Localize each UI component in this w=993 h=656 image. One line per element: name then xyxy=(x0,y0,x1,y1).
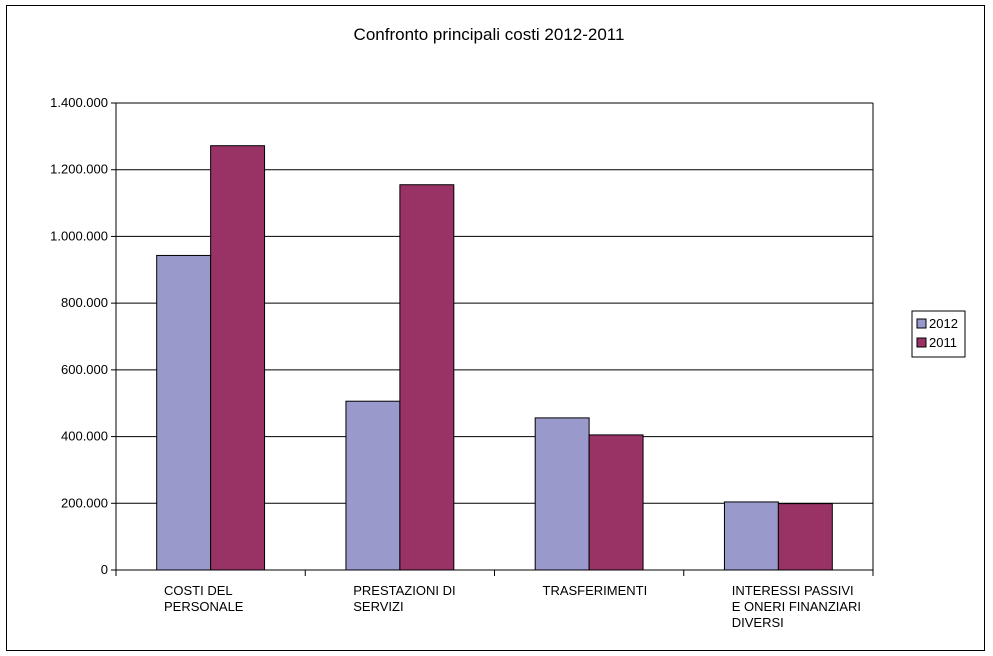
x-category-label: INTERESSI PASSIVI E ONERI FINANZIARI DIVER… xyxy=(732,583,861,630)
bar-2011 xyxy=(399,184,455,571)
bar-2012 xyxy=(345,400,401,571)
y-tick-label: 800.000 xyxy=(61,295,108,310)
y-tick-label: 1.400.000 xyxy=(50,95,108,110)
y-tick-label: 400.000 xyxy=(61,429,108,444)
legend-label-2012: 2012 xyxy=(929,316,958,331)
bar-2012 xyxy=(723,501,779,571)
x-category-label: TRASFERIMENTI xyxy=(543,583,648,598)
y-tick-label: 600.000 xyxy=(61,362,108,377)
bar-2011 xyxy=(777,503,833,571)
x-category-label: COSTI DEL PERSONALE xyxy=(164,583,244,614)
bar-2011 xyxy=(588,434,644,571)
y-tick-label: 1.200.000 xyxy=(50,162,108,177)
legend-swatch-2012 xyxy=(916,318,927,329)
y-tick-label: 200.000 xyxy=(61,495,108,510)
legend-swatch-2011 xyxy=(916,337,927,348)
chart-title: Confronto principali costi 2012-2011 xyxy=(354,25,625,44)
legend-label-2011: 2011 xyxy=(929,335,957,350)
x-category-label: PRESTAZIONI DI SERVIZI xyxy=(353,583,455,614)
y-tick-label: 1.000.000 xyxy=(50,228,108,243)
y-tick-label: 0 xyxy=(101,562,108,577)
bar-2011 xyxy=(210,145,266,571)
bar-2012 xyxy=(156,254,212,571)
bar-2012 xyxy=(534,417,590,571)
